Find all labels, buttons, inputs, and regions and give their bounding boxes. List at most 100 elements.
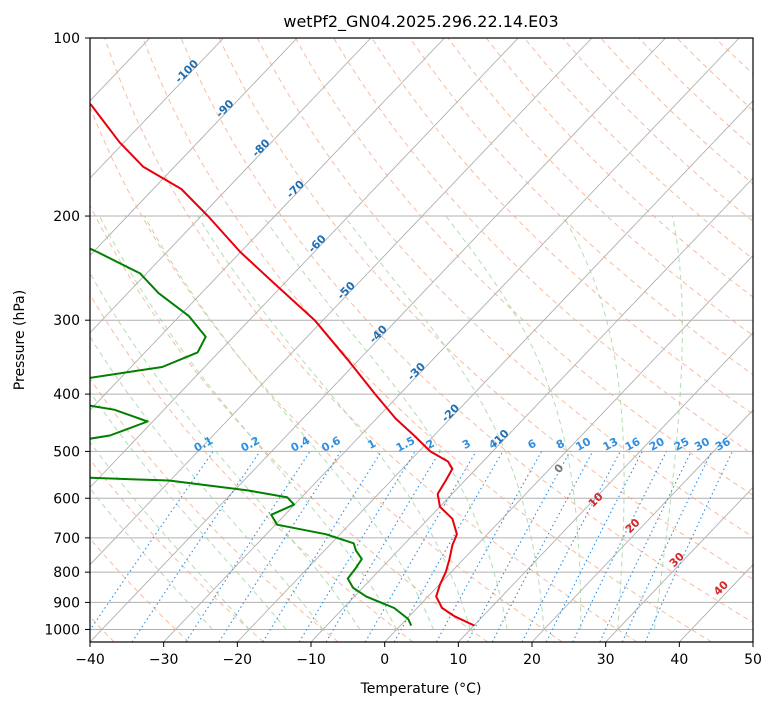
moist-adiabat-line <box>562 215 625 630</box>
isotherm-line <box>531 409 753 642</box>
isotherm-label: -70 <box>284 177 307 200</box>
isopleth-labels: 0.1 0.2 0.4 0.6 1 1.5 2 3 4 6 8 10 13 16 20 25 30 36-100-… <box>172 57 732 598</box>
y-tick-label: 500 <box>53 444 80 460</box>
x-tick-label: 10 <box>449 652 467 668</box>
mixing-ratio-line <box>599 451 692 642</box>
y-tick-label: 100 <box>53 31 80 47</box>
isotherm-label: -50 <box>335 279 358 302</box>
dry-adiabat-line <box>90 458 264 642</box>
y-tick-label: 800 <box>53 565 80 581</box>
mixing-ratio-line <box>131 451 261 642</box>
isotherm-line <box>384 254 753 642</box>
moist-adiabat-line <box>90 335 324 630</box>
moist-adiabat-line <box>90 272 361 630</box>
x-tick-label: 40 <box>670 652 688 668</box>
mixing-ratio-label: 36 <box>713 435 733 454</box>
dry-adiabat-line <box>447 38 753 337</box>
mixing-ratio-line <box>90 451 214 631</box>
dry-adiabat-line <box>90 293 414 642</box>
isotherm-line <box>90 38 445 411</box>
dry-adiabat-line <box>714 38 753 75</box>
mixing-ratio-line <box>218 451 342 642</box>
mixing-ratio-label: 25 <box>672 435 692 454</box>
dry-adiabat-line <box>90 204 488 642</box>
moist-adiabat-line <box>90 391 287 630</box>
mixing-ratio-label: 16 <box>623 435 643 454</box>
dry-adiabat-line <box>524 38 753 260</box>
dry-adiabat-line <box>90 537 190 642</box>
dry-adiabat-line <box>752 38 753 39</box>
mixing-ratio-line <box>545 451 643 642</box>
isotherm-line <box>90 38 593 566</box>
dry-adiabat-line <box>295 38 753 496</box>
dry-adiabat-line <box>180 38 753 623</box>
moist-adiabat-line <box>90 441 250 630</box>
mixing-ratio-line <box>521 451 621 642</box>
dry-adiabat-label: 20 <box>623 516 643 536</box>
x-tick-label: 0 <box>380 652 389 668</box>
dry-adiabat-line <box>218 38 753 580</box>
temperature-profile-line <box>90 102 475 627</box>
mixing-ratio-line <box>298 451 416 642</box>
mixing-ratio-label: 10 <box>573 435 593 454</box>
y-tick-label: 600 <box>53 491 80 507</box>
dry-adiabat-line <box>600 38 753 185</box>
isotherm-line <box>90 38 224 179</box>
plot-frame <box>89 37 754 643</box>
mixing-ratio-label: 6 <box>526 437 539 452</box>
mixing-ratio-line <box>325 451 441 642</box>
isotherm-label: -90 <box>213 97 236 120</box>
isotherm-line <box>90 38 519 489</box>
isotherm-line <box>163 38 740 642</box>
isotherm-label: -100 <box>172 57 201 86</box>
y-tick-label: 200 <box>53 209 80 225</box>
mixing-ratio-label: 13 <box>601 435 621 454</box>
mixing-ratio-line <box>467 451 571 642</box>
dry-adiabat-line <box>142 38 712 642</box>
dry-adiabat-line <box>409 38 753 376</box>
y-tick-label: 1000 <box>44 622 80 638</box>
mixing-ratio-label: 1 <box>365 437 378 452</box>
dry-adiabat-line <box>90 105 563 642</box>
grid-layer <box>90 38 753 642</box>
mixing-ratio-label: 2 <box>424 437 437 452</box>
moist-adiabat-line <box>197 215 471 630</box>
isotherm-line <box>237 100 753 642</box>
mixing-ratio-label: 3 <box>460 437 473 452</box>
dry-adiabat-line <box>256 38 753 538</box>
profiles-layer <box>90 102 475 627</box>
isotherm-label: -60 <box>306 232 329 255</box>
x-axis: −40 −30 −20 −10 0 10 20 30 40 50 <box>75 642 762 668</box>
isotherm-line <box>679 564 753 642</box>
isotherm-line <box>90 38 298 257</box>
moist-adiabat-line <box>445 215 582 630</box>
dry-adiabat-line <box>90 377 339 642</box>
isotherm-label: -40 <box>367 322 390 345</box>
y-tick-label: 700 <box>53 531 80 547</box>
isotherm-line <box>752 641 753 642</box>
isotherm-label: -20 <box>439 401 462 424</box>
moist-adiabat-line <box>143 215 434 630</box>
isotherm-line <box>90 38 666 642</box>
mixing-ratio-line <box>621 451 713 642</box>
mixing-ratio-label: 30 <box>692 435 712 454</box>
dry-adiabat-label: 10 <box>586 490 606 510</box>
mixing-ratio-line <box>185 451 311 642</box>
dry-adiabat-line <box>104 38 638 642</box>
y-axis-label: Pressure (hPa) <box>12 290 28 390</box>
y-axis: 1000 900 800 700 600 500 400 300 200 100 <box>44 31 90 638</box>
moist-adiabat-line <box>262 215 508 630</box>
mixing-ratio-line <box>364 451 477 642</box>
dry-adiabat-line <box>333 38 753 455</box>
dry-adiabat-label: 30 <box>667 550 687 570</box>
isotherm-line <box>310 177 753 642</box>
chart-title: wetPf2_GN04.2025.296.22.14.E03 <box>283 12 558 32</box>
x-tick-label: −10 <box>296 652 326 668</box>
y-tick-label: 400 <box>53 387 80 403</box>
isotherm-line <box>90 38 372 334</box>
mixing-ratio-line <box>572 451 667 642</box>
isotherm-label: -80 <box>249 136 272 159</box>
dry-adiabat-label: 40 <box>711 578 731 598</box>
x-tick-label: −20 <box>223 652 253 668</box>
